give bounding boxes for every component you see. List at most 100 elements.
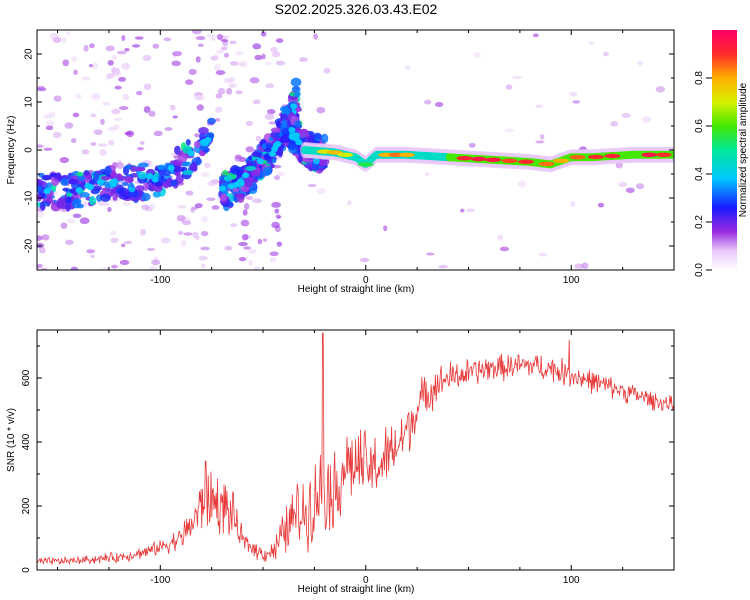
trace-core — [471, 157, 487, 161]
y-tick-label: 400 — [21, 433, 32, 450]
ridge-blob — [251, 152, 261, 158]
noise-speck — [224, 78, 233, 83]
noise-speck — [121, 63, 130, 70]
noise-speck — [469, 143, 476, 148]
ridge-blob — [130, 165, 137, 172]
noise-speck — [201, 231, 209, 236]
noise-speck — [270, 257, 277, 261]
ridge-blob — [314, 133, 322, 140]
noise-speck — [201, 216, 208, 223]
ridge-blob — [271, 127, 281, 133]
noise-speck — [112, 54, 117, 60]
noise-speck — [163, 37, 171, 41]
noise-speck — [98, 143, 107, 146]
noise-speck — [245, 146, 254, 152]
noise-speck — [324, 68, 331, 74]
noise-speck — [111, 265, 118, 269]
noise-speck — [308, 184, 317, 187]
noise-speck — [424, 100, 431, 105]
noise-speck — [642, 116, 651, 123]
ridge-blob — [186, 139, 191, 145]
noise-speck — [347, 201, 351, 206]
noise-speck — [151, 259, 160, 265]
ridge-blob — [153, 191, 161, 197]
noise-speck — [244, 203, 249, 210]
noise-speck — [90, 142, 96, 146]
ridge-peak — [227, 183, 234, 189]
noise-speck — [216, 70, 226, 75]
noise-speck — [149, 266, 157, 273]
noise-speck — [230, 223, 237, 227]
noise-speck — [92, 62, 98, 69]
ridge-peak — [293, 132, 300, 138]
noise-speck — [73, 70, 78, 75]
noise-speck — [506, 84, 512, 89]
ridge-blob — [116, 173, 122, 181]
noise-speck — [135, 36, 144, 39]
noise-speck — [192, 28, 202, 35]
noise-speck — [512, 76, 522, 79]
noise-speck — [43, 148, 52, 151]
noise-speck — [570, 201, 575, 207]
ridge-blob — [102, 188, 111, 192]
noise-speck — [197, 104, 204, 111]
y-tick-label: 600 — [21, 369, 32, 386]
noise-speck — [144, 83, 151, 90]
noise-speck — [270, 47, 278, 52]
noise-speck — [108, 60, 114, 66]
noise-speck — [536, 104, 543, 108]
noise-speck — [277, 242, 283, 247]
noise-speck — [140, 141, 144, 145]
noise-speck — [148, 204, 155, 210]
ridge-peak — [152, 177, 159, 183]
ridge-peak — [76, 187, 83, 193]
noise-speck — [122, 202, 130, 205]
noise-speck — [121, 244, 125, 248]
noise-speck — [90, 113, 96, 117]
ridge-blob — [265, 142, 271, 148]
noise-speck — [49, 111, 55, 117]
noise-speck — [215, 93, 222, 98]
noise-speck — [540, 134, 545, 139]
noise-speck — [189, 69, 197, 75]
noise-speck — [581, 263, 588, 269]
noise-speck — [141, 204, 149, 210]
noise-speck — [198, 44, 204, 47]
noise-speck — [195, 203, 203, 208]
noise-speck — [124, 48, 130, 51]
noise-speck — [83, 45, 88, 52]
noise-speck — [186, 190, 194, 195]
noise-speck — [149, 111, 156, 117]
colorbar-gradient — [712, 30, 737, 270]
ridge-peak — [269, 151, 276, 157]
noise-speck — [248, 259, 252, 266]
noise-speck — [598, 203, 604, 208]
ridge-blob — [57, 204, 64, 208]
ridge-blob — [83, 170, 89, 176]
ridge-peak — [168, 165, 175, 171]
noise-speck — [177, 205, 186, 208]
noise-speck — [569, 92, 577, 97]
noise-speck — [177, 215, 186, 222]
snr-y-axis-label: SNR (10 * v/v) — [6, 408, 17, 472]
noise-speck — [241, 220, 250, 227]
noise-speck — [65, 240, 74, 245]
ridge-blob — [68, 179, 75, 184]
ridge-peak — [273, 142, 280, 148]
noise-speck — [35, 145, 44, 148]
noise-speck — [114, 86, 121, 90]
noise-speck — [66, 219, 75, 224]
trace-core — [337, 153, 353, 157]
noise-speck — [313, 33, 318, 39]
noise-speck — [200, 172, 210, 177]
colorbar-tick-label: 0.6 — [694, 119, 705, 133]
noise-speck — [243, 246, 251, 249]
noise-speck — [271, 222, 280, 228]
noise-speck — [105, 77, 111, 80]
noise-speck — [91, 93, 100, 100]
colorbar-tick-label: 0.4 — [694, 167, 705, 181]
noise-speck — [274, 175, 280, 180]
trace-core — [604, 154, 620, 158]
noise-speck — [80, 217, 90, 224]
